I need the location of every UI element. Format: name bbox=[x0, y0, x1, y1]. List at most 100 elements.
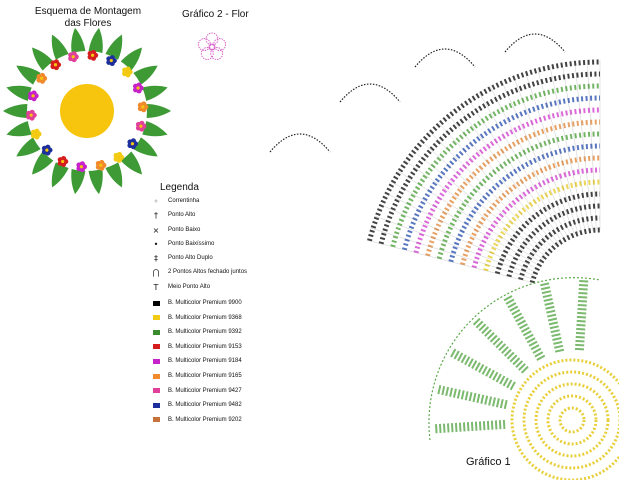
leaf-shape bbox=[88, 27, 103, 55]
green-edge-arc bbox=[428, 277, 601, 441]
flower-center-ring bbox=[208, 43, 216, 51]
scallop-edge bbox=[269, 133, 331, 153]
small-flower bbox=[122, 66, 133, 78]
green-leaf-column bbox=[437, 385, 508, 410]
flower-center bbox=[71, 55, 75, 59]
stitch-ring bbox=[425, 119, 601, 257]
small-flower bbox=[106, 55, 117, 67]
radial-stitch-line bbox=[379, 204, 536, 273]
legend-color-row: B. Multicolor Premium 9900 bbox=[150, 296, 242, 310]
legend-color-label: B. Multicolor Premium 9482 bbox=[168, 402, 242, 409]
stitch-ring bbox=[401, 95, 601, 251]
stitch-symbol-icon: T bbox=[153, 282, 159, 292]
legend-color-label: B. Multicolor Premium 9165 bbox=[168, 373, 242, 379]
flower-center bbox=[79, 165, 84, 169]
radial-stitch-line bbox=[562, 62, 590, 231]
color-swatch bbox=[153, 300, 160, 306]
legend-color-row: B. Multicolor Premium 9184 bbox=[150, 354, 242, 368]
radial-stitch-line bbox=[468, 99, 562, 242]
color-swatch bbox=[153, 402, 160, 408]
legend-stitch-label: 2 Pontos Altos fechado juntos bbox=[168, 269, 248, 275]
radial-stitch-line bbox=[549, 65, 586, 232]
flower-chart-graph2 bbox=[197, 32, 227, 60]
stitch-ring bbox=[506, 203, 601, 278]
small-flower bbox=[76, 161, 88, 173]
flower-petal-outline bbox=[200, 46, 214, 60]
legend-stitch-label: Ponto Baixíssimo bbox=[168, 241, 215, 247]
radial-stitch-line bbox=[367, 240, 533, 283]
color-swatch bbox=[153, 358, 160, 364]
flower-center bbox=[130, 142, 135, 146]
flower-center bbox=[39, 76, 44, 80]
leaf-shape bbox=[51, 34, 70, 62]
legend-stitch-row: ⋂ 2 Pontos Altos fechado juntos bbox=[150, 265, 247, 279]
legend-color-row: B. Multicolor Premium 9202 bbox=[150, 413, 242, 427]
green-leaf-column bbox=[574, 279, 589, 351]
radial-stitch-line bbox=[438, 122, 553, 249]
flower-center bbox=[45, 148, 49, 152]
legend-color-row: B. Multicolor Premium 9482 bbox=[150, 398, 242, 412]
scheme-title-line2: das Flores bbox=[64, 18, 112, 29]
leaf-shape bbox=[88, 167, 103, 195]
flower-center bbox=[125, 70, 129, 74]
flower-center bbox=[141, 105, 145, 109]
small-flower bbox=[36, 72, 48, 84]
radial-stitch-line bbox=[375, 216, 535, 276]
green-leaf-column bbox=[450, 348, 516, 391]
scheme-title: Esquema de Montagem das Flores bbox=[0, 6, 176, 30]
radial-stitch-line bbox=[537, 68, 582, 233]
scallop-edge bbox=[339, 83, 401, 103]
green-leaf-column bbox=[503, 295, 546, 361]
crochet-chart-graph1 bbox=[269, 33, 619, 480]
radial-stitch-line bbox=[525, 71, 579, 234]
graph1-label: Gráfico 1 bbox=[466, 456, 511, 468]
color-swatch bbox=[153, 417, 160, 423]
small-flower bbox=[30, 128, 42, 140]
flower-petal-outline bbox=[210, 46, 224, 60]
scallop-edge bbox=[414, 48, 476, 68]
legend-stitch-label: Correntinha bbox=[168, 198, 200, 204]
legend-color-row: B. Multicolor Premium 9392 bbox=[150, 325, 242, 339]
stitch-ring bbox=[378, 71, 601, 245]
radial-stitch-line bbox=[404, 160, 544, 260]
legend-stitch-row: ‡ Ponto Alto Duplo bbox=[150, 251, 213, 265]
leaf-shape bbox=[104, 160, 123, 188]
legend-color-label: B. Multicolor Premium 9184 bbox=[168, 358, 242, 365]
legend-color-row: B. Multicolor Premium 9153 bbox=[150, 340, 242, 354]
legend-stitch-row: T Meio Ponto Alto bbox=[150, 280, 210, 294]
stitch-symbol-icon: † bbox=[154, 210, 158, 220]
small-flower bbox=[95, 159, 107, 171]
legend-stitch-label: Ponto Alto bbox=[168, 212, 196, 218]
small-flower bbox=[28, 90, 39, 102]
yellow-ring bbox=[510, 358, 619, 480]
radial-stitch-line bbox=[391, 181, 540, 266]
small-flower bbox=[57, 155, 69, 167]
flower-petal-outline bbox=[197, 38, 211, 52]
small-flower bbox=[68, 51, 79, 63]
radial-stitch-line bbox=[457, 106, 559, 244]
radial-stitch-line bbox=[587, 60, 597, 231]
small-flower bbox=[133, 82, 144, 94]
radial-stitch-line bbox=[420, 140, 548, 254]
flower-center bbox=[34, 132, 38, 136]
legend-stitch-row: • Ponto Baixíssimo bbox=[150, 237, 215, 251]
radial-stitch-line bbox=[412, 150, 546, 257]
stitch-ring bbox=[448, 143, 601, 263]
leaf-shape bbox=[140, 85, 168, 102]
green-leaf-column bbox=[472, 317, 529, 374]
stitch-ring bbox=[483, 179, 601, 272]
color-swatch bbox=[153, 373, 160, 379]
leaf-shape bbox=[144, 104, 171, 118]
legend-color-label: B. Multicolor Premium 9427 bbox=[168, 387, 242, 394]
green-leaf-column bbox=[540, 282, 565, 353]
flower-center bbox=[53, 63, 58, 67]
color-swatch bbox=[153, 388, 160, 394]
leaf-shape bbox=[51, 160, 70, 188]
radial-stitch-line bbox=[385, 192, 538, 269]
radial-stitch-line bbox=[429, 131, 551, 251]
legend-stitch-row: † Ponto Alto bbox=[150, 208, 195, 222]
stitch-ring bbox=[413, 107, 601, 254]
small-flower bbox=[26, 109, 37, 121]
radial-stitch-line bbox=[513, 76, 575, 235]
